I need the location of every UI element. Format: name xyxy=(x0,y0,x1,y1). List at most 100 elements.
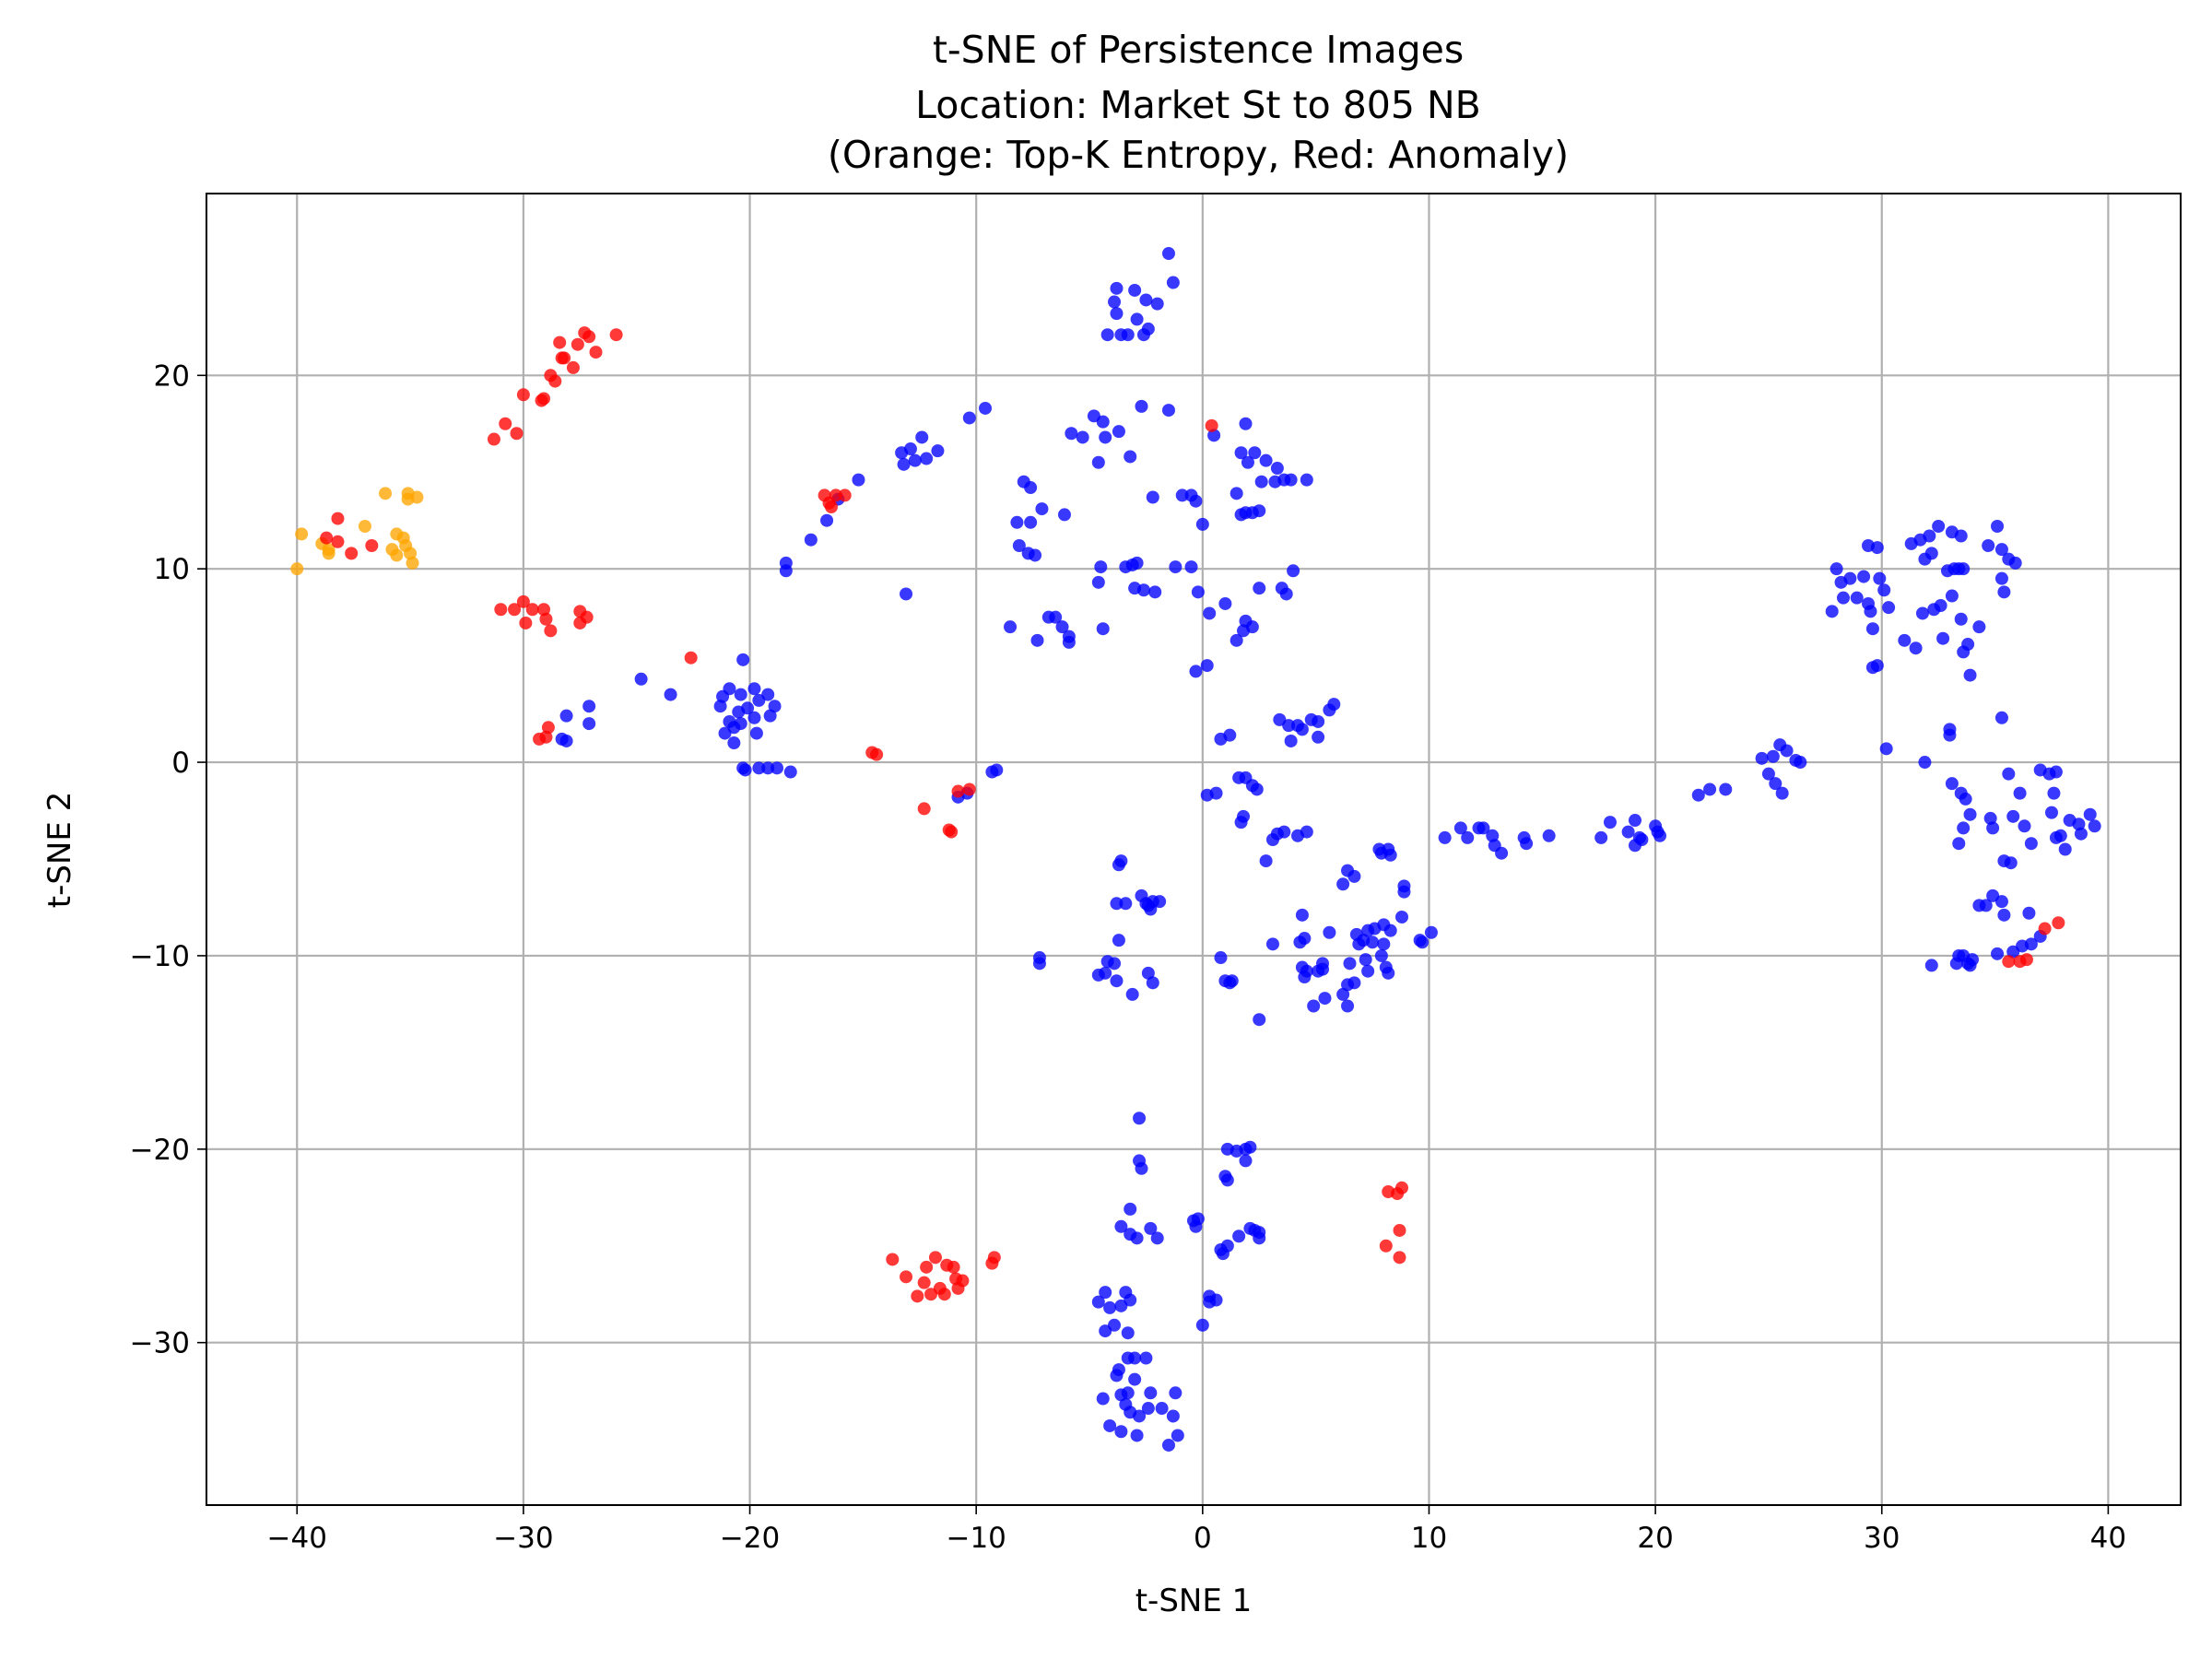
scatter-point xyxy=(1279,587,1293,601)
scatter-point xyxy=(1035,502,1049,516)
scatter-point xyxy=(539,612,553,626)
chart-title-line-1: t-SNE of Persistence Images xyxy=(933,28,1464,72)
scatter-point xyxy=(783,765,797,779)
scatter-point xyxy=(1994,571,2008,585)
scatter-point xyxy=(1141,1402,1155,1416)
scatter-point xyxy=(2049,765,2063,779)
scatter-point xyxy=(886,1253,900,1266)
scatter-point xyxy=(1141,966,1155,980)
scatter-point xyxy=(1997,908,2011,922)
scatter-point xyxy=(1957,645,1971,659)
scatter-point xyxy=(1055,620,1069,634)
scatter-point xyxy=(1114,1425,1128,1439)
scatter-point xyxy=(1957,562,1971,576)
scatter-point xyxy=(1012,538,1026,552)
scatter-point xyxy=(1343,957,1357,971)
scatter-point xyxy=(2083,807,2097,821)
scatter-point xyxy=(2038,922,2052,935)
scatter-point xyxy=(1234,446,1248,460)
scatter-point xyxy=(1994,711,2008,724)
scatter-point xyxy=(1200,659,1214,673)
scatter-point xyxy=(1952,837,1966,851)
scatter-point xyxy=(494,603,508,617)
y-tick-label: −10 xyxy=(130,940,190,973)
scatter-point xyxy=(1032,957,1046,971)
scatter-point xyxy=(508,603,522,617)
scatter-point xyxy=(1144,1386,1158,1400)
scatter-point xyxy=(1293,935,1307,949)
scatter-point xyxy=(951,784,965,798)
scatter-point xyxy=(1133,1112,1147,1125)
scatter-point xyxy=(1225,974,1239,988)
scatter-point xyxy=(1130,312,1144,326)
scatter-point xyxy=(1259,453,1273,467)
scatter-point xyxy=(1218,596,1232,610)
scatter-point xyxy=(1836,591,1850,605)
scatter-point xyxy=(945,825,959,839)
scatter-point xyxy=(1295,723,1309,736)
scatter-point xyxy=(1265,937,1279,951)
scatter-point xyxy=(1076,430,1089,444)
scatter-point xyxy=(727,736,741,750)
scatter-point xyxy=(1486,829,1500,842)
scatter-point xyxy=(1918,756,1932,770)
scatter-point xyxy=(903,442,917,456)
scatter-point xyxy=(718,726,732,740)
scatter-point xyxy=(1991,520,2005,533)
scatter-point xyxy=(1119,560,1133,574)
scatter-point xyxy=(1703,782,1717,796)
scatter-point xyxy=(1091,1295,1105,1309)
scatter-point xyxy=(390,548,404,562)
scatter-point xyxy=(962,782,976,796)
scatter-point xyxy=(1959,792,1972,806)
scatter-point xyxy=(1110,897,1124,911)
scatter-point xyxy=(1882,601,1896,615)
scatter-point xyxy=(1312,730,1325,744)
scatter-point xyxy=(1024,481,1038,495)
scatter-point xyxy=(1223,728,1237,742)
scatter-point xyxy=(752,761,766,775)
scatter-point xyxy=(1416,935,1430,949)
scatter-point xyxy=(1108,957,1122,971)
scatter-point xyxy=(1155,1402,1169,1416)
scatter-point xyxy=(747,711,761,724)
y-tick-label: −30 xyxy=(130,1327,190,1360)
scatter-point xyxy=(779,564,793,578)
scatter-point xyxy=(1300,825,1313,839)
scatter-point xyxy=(1270,462,1284,476)
scatter-point xyxy=(1189,665,1203,678)
scatter-point xyxy=(609,328,623,342)
scatter-point xyxy=(1438,830,1452,844)
scatter-points xyxy=(290,247,2101,1452)
scatter-point xyxy=(2053,829,2067,842)
scatter-point xyxy=(897,457,911,471)
scatter-point xyxy=(1220,1239,1234,1253)
scatter-point xyxy=(1850,591,1864,605)
scatter-point xyxy=(1934,599,1947,613)
scatter-point xyxy=(1148,585,1162,599)
scatter-point xyxy=(1239,1154,1253,1168)
scatter-point xyxy=(1150,1231,1164,1245)
y-axis-ticks: 20 10 0 −10 −20 −30 xyxy=(130,359,206,1360)
scatter-point xyxy=(1603,816,1617,830)
scatter-point xyxy=(1239,506,1253,520)
scatter-point xyxy=(1336,987,1350,1001)
scatter-point xyxy=(1374,948,1388,962)
scatter-point xyxy=(736,761,750,775)
scatter-point xyxy=(1393,1251,1406,1265)
scatter-point xyxy=(763,709,777,723)
chart-title-line-3: (Orange: Top-K Entropy, Red: Anomaly) xyxy=(828,133,1569,177)
scatter-point xyxy=(1775,786,1789,800)
scatter-point xyxy=(331,535,345,548)
scatter-point xyxy=(2006,809,2020,823)
scatter-point xyxy=(1453,821,1467,835)
scatter-point xyxy=(1112,425,1125,439)
scatter-point xyxy=(1825,605,1839,618)
scatter-point xyxy=(1691,788,1705,802)
scatter-point xyxy=(1135,1161,1148,1175)
scatter-point xyxy=(2074,827,2088,841)
scatter-point xyxy=(1166,1409,1180,1423)
scatter-point xyxy=(937,1288,951,1301)
scatter-point xyxy=(2018,819,2031,833)
scatter-point xyxy=(917,1276,931,1289)
